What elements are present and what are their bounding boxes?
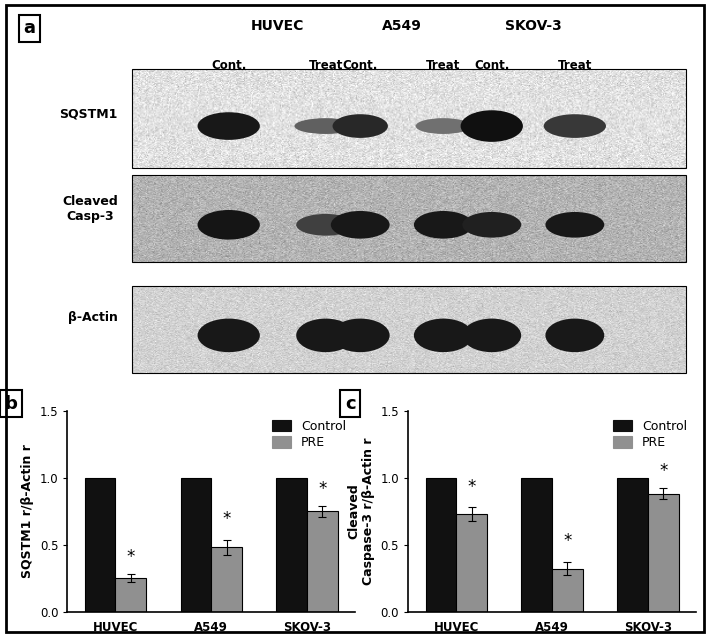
Ellipse shape	[462, 212, 521, 238]
Ellipse shape	[331, 318, 390, 352]
Text: SQSTM1: SQSTM1	[60, 108, 118, 121]
Text: *: *	[467, 478, 476, 496]
Y-axis label: Cleaved
Caspase-3 r/β-Actin r: Cleaved Caspase-3 r/β-Actin r	[347, 438, 375, 585]
Ellipse shape	[197, 210, 260, 240]
Text: *: *	[222, 510, 231, 528]
Ellipse shape	[295, 118, 356, 134]
Text: *: *	[318, 480, 327, 498]
Bar	[132, 175, 686, 262]
Bar	[132, 69, 686, 168]
Text: β-Actin: β-Actin	[68, 311, 118, 324]
Text: Cont.: Cont.	[211, 59, 246, 72]
Text: a: a	[23, 20, 35, 38]
Ellipse shape	[545, 318, 604, 352]
Bar	[276, 478, 307, 612]
Y-axis label: SQSTM1 r/β-Actin r: SQSTM1 r/β-Actin r	[21, 444, 34, 578]
Text: Cleaved
Casp-3: Cleaved Casp-3	[62, 195, 118, 223]
Ellipse shape	[462, 318, 521, 352]
Bar	[212, 547, 242, 612]
Text: Treat: Treat	[426, 59, 461, 72]
Bar	[307, 511, 338, 612]
Legend: Control, PRE: Control, PRE	[270, 417, 349, 452]
Text: *: *	[659, 462, 667, 480]
Bar	[521, 478, 552, 612]
Text: HUVEC: HUVEC	[251, 20, 304, 33]
Text: c: c	[345, 395, 356, 413]
Bar	[648, 494, 679, 612]
Ellipse shape	[545, 212, 604, 238]
Text: Treat: Treat	[557, 59, 592, 72]
Legend: Control, PRE: Control, PRE	[611, 417, 689, 452]
Bar	[617, 478, 648, 612]
Ellipse shape	[461, 110, 523, 142]
Bar	[115, 578, 146, 612]
Bar	[84, 478, 115, 612]
Ellipse shape	[197, 112, 260, 140]
Text: Cont.: Cont.	[342, 59, 378, 72]
Text: Treat: Treat	[308, 59, 343, 72]
Ellipse shape	[414, 211, 473, 239]
Ellipse shape	[332, 114, 388, 138]
Text: SKOV-3: SKOV-3	[505, 20, 562, 33]
Text: b: b	[4, 395, 17, 413]
Text: Cont.: Cont.	[474, 59, 510, 72]
Bar	[132, 286, 686, 373]
Ellipse shape	[296, 318, 355, 352]
Ellipse shape	[331, 211, 390, 239]
Ellipse shape	[544, 114, 606, 138]
Bar	[552, 569, 583, 612]
Ellipse shape	[414, 318, 473, 352]
Ellipse shape	[415, 118, 471, 134]
Ellipse shape	[296, 214, 355, 236]
Bar	[180, 478, 212, 612]
Text: *: *	[126, 548, 135, 566]
Ellipse shape	[197, 318, 260, 352]
Bar	[425, 478, 456, 612]
Bar	[456, 514, 487, 612]
Text: *: *	[563, 532, 572, 550]
Text: A549: A549	[382, 20, 422, 33]
